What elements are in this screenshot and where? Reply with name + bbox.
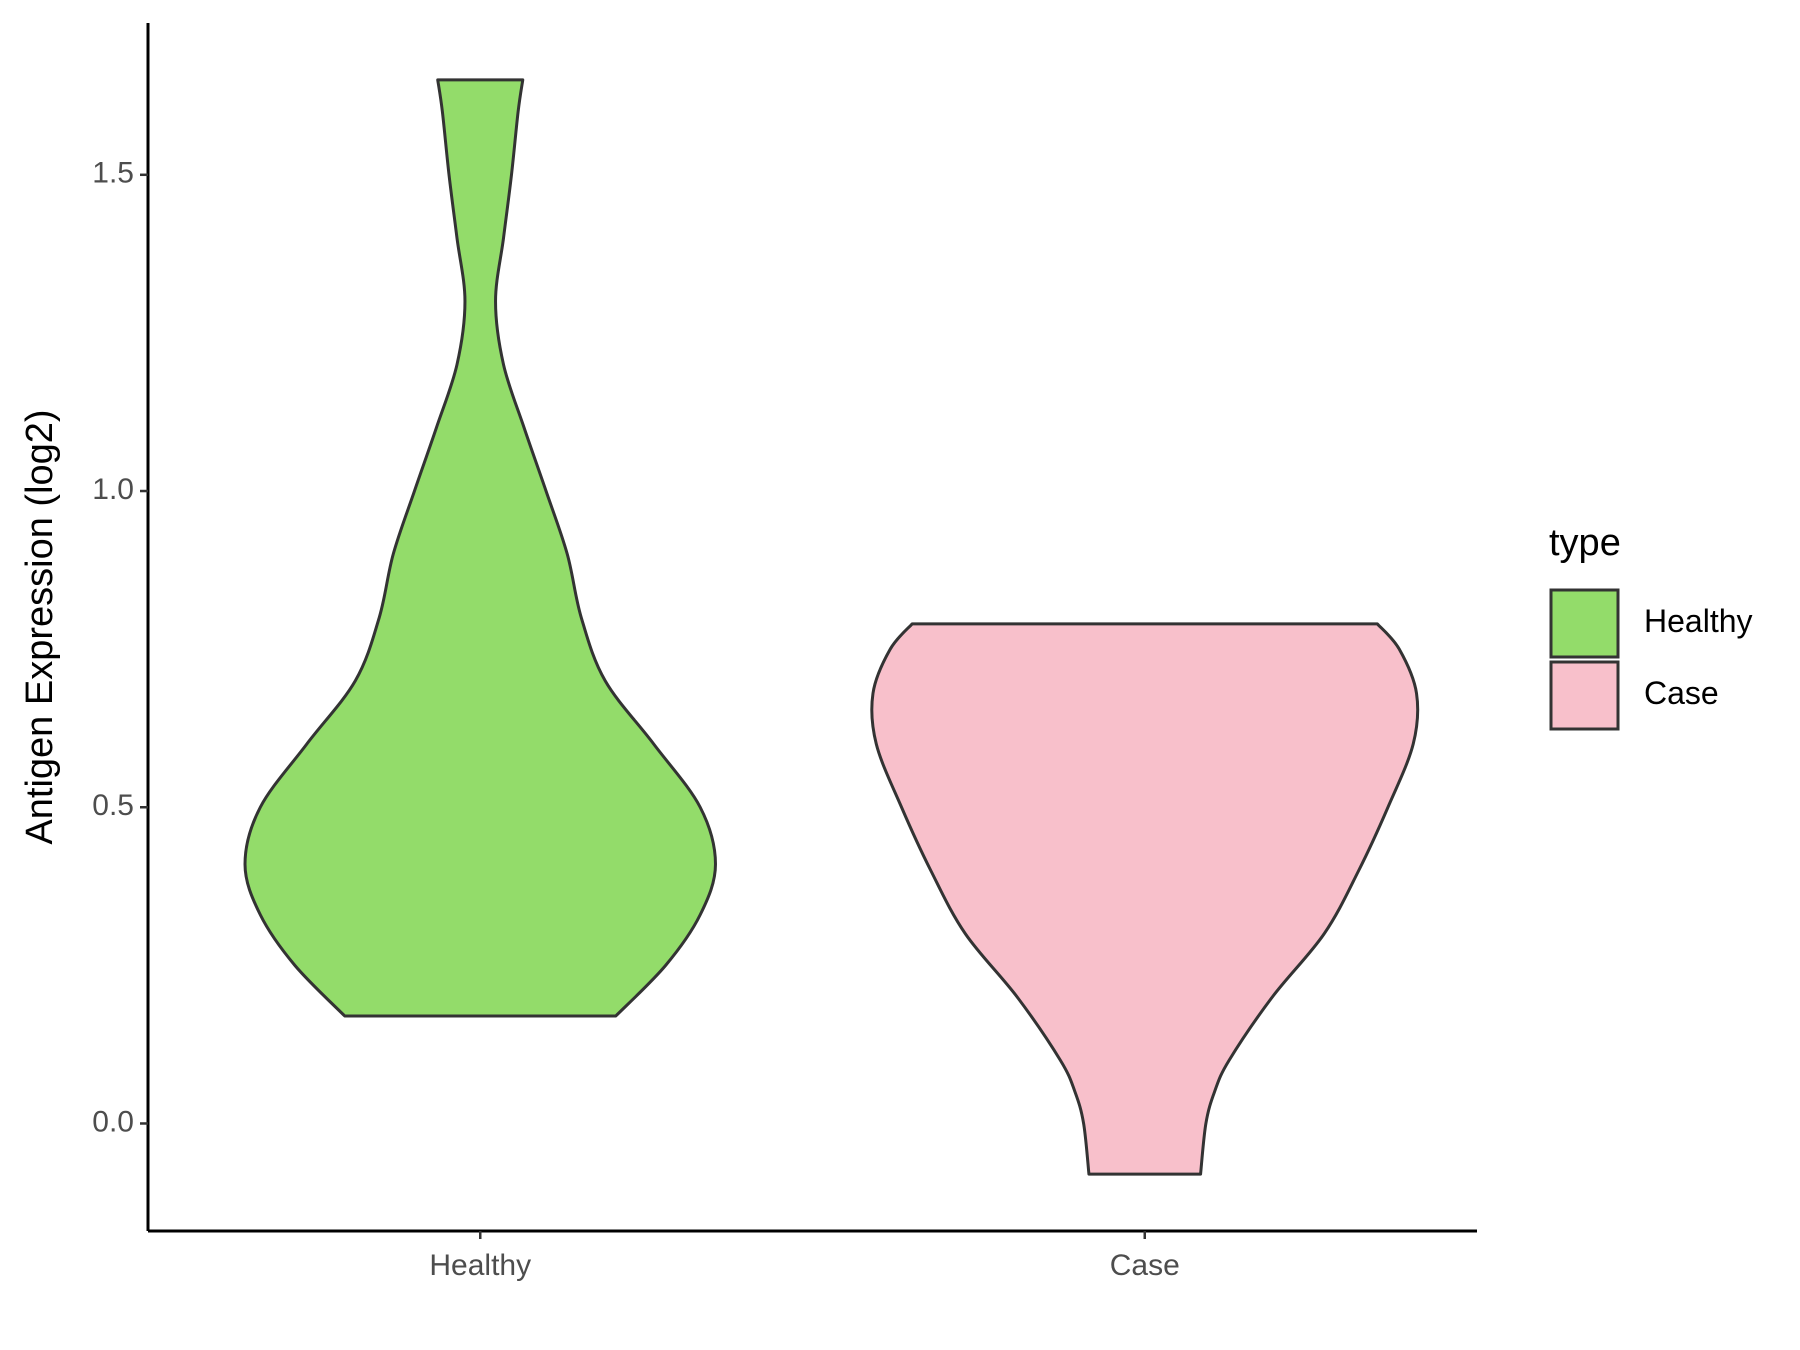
x-tick-label: Case [1110, 1249, 1180, 1282]
y-tick-label: 0.0 [92, 1105, 134, 1138]
violin [870, 622, 1420, 1176]
x-tick-label: Healthy [429, 1249, 531, 1282]
legend-title: type [1549, 522, 1621, 564]
y-tick-label: 1.5 [92, 157, 134, 190]
legend-label: Case [1644, 675, 1719, 711]
legend-key [1549, 588, 1620, 659]
legend-label: Healthy [1644, 603, 1753, 639]
violin [243, 78, 717, 1018]
y-tick-label: 1.0 [92, 473, 134, 506]
y-tick-label: 0.5 [92, 789, 134, 822]
legend-key [1549, 660, 1620, 731]
y-axis-label: Antigen Expression (log2) [19, 409, 61, 844]
